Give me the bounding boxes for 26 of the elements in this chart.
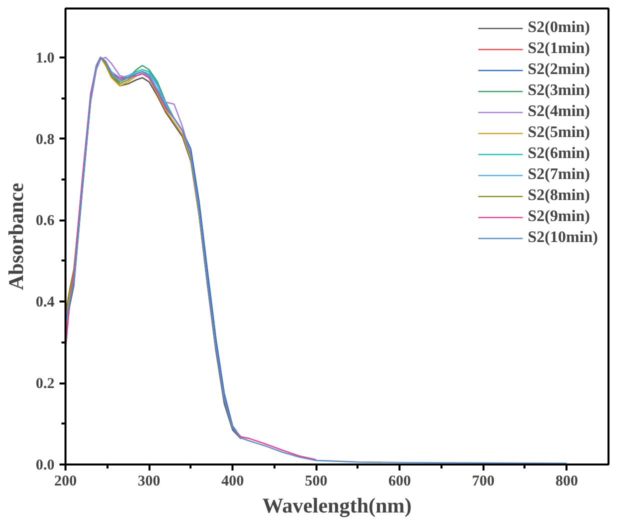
- x-tick-label: 200: [54, 474, 77, 490]
- legend-label: S2(1min): [528, 39, 590, 59]
- x-tick-label: 700: [472, 474, 494, 490]
- y-tick-label: 0.0: [36, 458, 54, 474]
- y-tick-label: 1.0: [36, 50, 54, 66]
- legend-label: S2(0min): [528, 18, 590, 38]
- y-tick-label: 0.4: [36, 294, 55, 311]
- y-tick-label: 0.2: [36, 376, 54, 392]
- y-tick-label: 0.8: [36, 132, 54, 148]
- x-tick-label: 600: [388, 474, 411, 490]
- y-axis-title: Absorbance: [4, 182, 28, 290]
- x-tick-label: 300: [138, 474, 160, 490]
- x-tick-label: 400: [221, 474, 244, 490]
- legend-label: S2(2min): [528, 60, 590, 80]
- legend-label: S2(8min): [528, 186, 590, 206]
- legend-label: S2(10min): [528, 228, 598, 248]
- legend-label: S2(4min): [528, 102, 590, 122]
- legend-label: S2(5min): [528, 123, 590, 143]
- legend-label: S2(3min): [528, 81, 590, 101]
- x-tick-label: 800: [555, 474, 578, 490]
- y-tick-label: 0.6: [36, 213, 55, 230]
- legend-label: S2(6min): [528, 144, 590, 164]
- legend-label: S2(9min): [528, 207, 590, 227]
- x-tick-label: 500: [304, 474, 328, 490]
- legend-label: S2(7min): [528, 165, 590, 185]
- x-axis-title: Wavelength(nm): [262, 494, 412, 518]
